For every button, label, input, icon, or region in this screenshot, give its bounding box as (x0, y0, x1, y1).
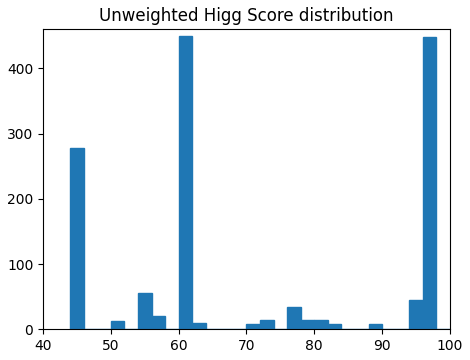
Bar (368, 324, 382, 329)
Bar (192, 323, 206, 329)
Bar (151, 316, 165, 329)
Bar (314, 320, 328, 329)
Title: Unweighted Higg Score distribution: Unweighted Higg Score distribution (99, 7, 394, 25)
Bar (301, 320, 314, 329)
Bar (179, 36, 192, 329)
Bar (70, 148, 84, 329)
Bar (328, 324, 341, 329)
Bar (287, 306, 301, 329)
Bar (246, 324, 260, 329)
Bar (423, 37, 436, 329)
Bar (138, 293, 151, 329)
Bar (111, 321, 125, 329)
Bar (409, 300, 423, 329)
Bar (260, 320, 274, 329)
